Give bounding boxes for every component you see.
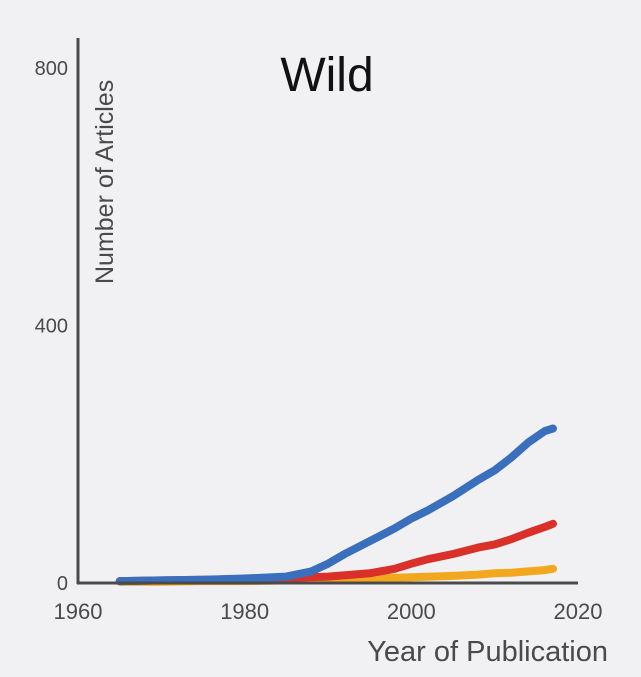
y-axis-title: Number of Articles — [91, 80, 119, 284]
x-tick-label: 1960 — [54, 599, 103, 624]
series-line-1 — [115, 424, 557, 586]
x-tick-label: 2020 — [554, 599, 603, 624]
y-tick-label: 800 — [35, 58, 68, 80]
x-tick-label: 2000 — [387, 599, 436, 624]
y-tick-label: 0 — [57, 573, 68, 595]
series-layer — [115, 424, 557, 586]
y-tick-labels: 0 400 800 — [35, 58, 68, 595]
chart-title: Wild — [280, 49, 373, 102]
x-tick-labels: 1960 1980 2000 2020 — [54, 599, 603, 624]
x-tick-label: 1980 — [220, 599, 269, 624]
x-axis-title: Year of Publication — [367, 636, 608, 668]
y-tick-label: 400 — [35, 316, 68, 338]
